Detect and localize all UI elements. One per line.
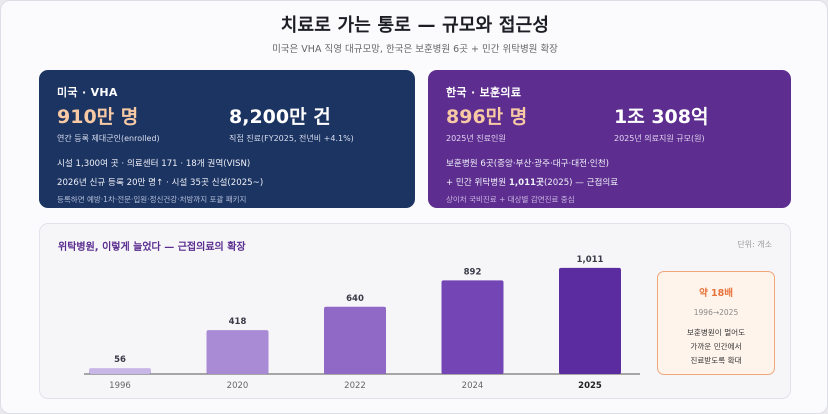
kr-budget-value: 1조 308억 [614, 106, 709, 128]
chart-unit-label: 단위: 개소 [737, 240, 772, 249]
bar-value-label-2020: 418 [229, 317, 247, 327]
chart-title: 위탁병원, 이렇게 늘었다 — 근접의료의 확장 [58, 242, 246, 253]
us-vha-card: 미국 · VHA 910만 명 연간 등록 제대군인(enrolled) 8,2… [39, 70, 415, 208]
growth-desc-line-3: 진료받도록 확대 [690, 356, 742, 365]
growth-desc-line-1: 보훈병원이 멀어도 [686, 328, 746, 337]
kr-patients-label: 2025년 진료인원 [446, 134, 506, 143]
page-subtitle: 미국은 VHA 직영 대규모망, 한국은 보훈병원 6곳 + 민간 위탁병원 확… [272, 44, 558, 55]
kr-private-prefix: + 민간 위탁병원 [446, 178, 509, 188]
us-card-title: 미국 · VHA [57, 86, 118, 99]
us-visits-stat: 8,200만 건 직접 진료(FY2025, 전년비 +4.1%) [229, 102, 354, 144]
kr-budget-label: 2025년 의료지원 규모(원) [614, 134, 705, 143]
bar-value-label-2022: 640 [346, 294, 364, 304]
page-title: 치료로 가는 통로 — 규모와 접근성 [280, 15, 550, 36]
bar-value-label-2025: 1,011 [577, 255, 604, 265]
kr-private-suffix: (2025) — 근접의료 [543, 178, 619, 188]
bar-2025 [559, 267, 621, 374]
bar-2024 [441, 280, 504, 374]
kr-patients-stat: 896만 명 2025년 진료인원 [446, 102, 527, 144]
growth-years: 1996→2025 [693, 308, 739, 317]
us-enrolled-value: 910만 명 [57, 106, 139, 128]
x-tick-label-1996: 1996 [109, 381, 131, 391]
us-facilities-line: 시설 1,300여 곳 · 의료센터 171 · 18개 권역(VISN) [57, 159, 251, 169]
growth-desc-line-2: 가까운 민간에서 [690, 342, 742, 351]
growth-ratio: 약 18배 [698, 288, 733, 299]
kr-veterans-card: 한국 · 보훈의료 896만 명 2025년 진료인원 1조 308억 2025… [428, 70, 791, 208]
bar-2022 [324, 306, 386, 374]
x-tick-label-2024: 2024 [462, 381, 484, 391]
x-tick-label-2022: 2022 [344, 381, 366, 391]
growth-description: 보훈병원이 멀어도 가까운 민간에서 진료받도록 확대 [658, 326, 774, 368]
bar-2020 [206, 330, 269, 374]
us-package-note: 등록하면 예방·1차·전문·입원·정신건강·처방까지 포괄 패키지 [57, 195, 247, 204]
bar-1996 [89, 368, 151, 374]
x-tick-label-2020: 2020 [227, 381, 249, 391]
us-visits-value: 8,200만 건 [229, 106, 331, 128]
kr-private-count: 1,011곳 [508, 178, 544, 188]
us-2026-line: 2026년 신규 등록 20만 명↑ · 시설 35곳 신설(2025~) [57, 178, 264, 188]
kr-patients-value: 896만 명 [446, 106, 528, 128]
us-visits-label: 직접 진료(FY2025, 전년비 +4.1%) [229, 134, 354, 143]
us-enrolled-stat: 910만 명 연간 등록 제대군인(enrolled) [57, 102, 160, 144]
kr-private-line: + 민간 위탁병원 1,011곳(2025) — 근접의료 [446, 176, 781, 188]
kr-coverage-note: 상이처 국비진료 + 대상별 감면진료 중심 [446, 195, 575, 204]
growth-callout: 약 18배 1996→2025 보훈병원이 멀어도 가까운 민간에서 진료받도록… [657, 271, 775, 375]
kr-card-title: 한국 · 보훈의료 [446, 86, 522, 99]
x-tick-label-2025: 2025 [578, 381, 602, 391]
us-enrolled-label: 연간 등록 제대군인(enrolled) [57, 134, 160, 143]
bar-chart: 56 1996 418 2020 640 2022 892 2024 1,011 2025 [84, 255, 640, 391]
bar-value-label-2024: 892 [464, 267, 482, 277]
kr-budget-stat: 1조 308억 2025년 의료지원 규모(원) [614, 102, 708, 144]
bar-value-label-1996: 56 [114, 355, 126, 365]
kr-hospitals-line: 보훈병원 6곳(중앙·부산·광주·대구·대전·인천) [446, 159, 609, 169]
chart-panel: 위탁병원, 이렇게 늘었다 — 근접의료의 확장 단위: 개소 56 1996 41… [39, 223, 791, 399]
